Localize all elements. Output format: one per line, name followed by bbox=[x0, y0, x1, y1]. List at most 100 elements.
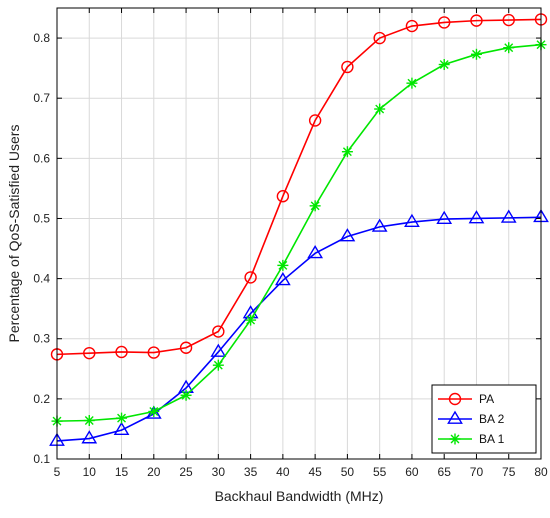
series-ba-1 bbox=[51, 39, 547, 427]
data-point-ba-2 bbox=[500, 209, 517, 223]
star-stroke bbox=[375, 104, 385, 114]
y-tick-label: 0.8 bbox=[33, 31, 50, 45]
star-stroke bbox=[407, 78, 417, 88]
y-axis-label: Percentage of QoS-Satisfied Users bbox=[6, 125, 22, 343]
data-point-pa bbox=[244, 271, 257, 284]
data-point-ba-1 bbox=[438, 59, 450, 71]
star-stroke bbox=[213, 360, 223, 370]
data-point-ba-1 bbox=[277, 259, 289, 271]
y-tick-label: 0.4 bbox=[33, 272, 50, 286]
legend-entry-ba-2: BA 2 bbox=[438, 410, 505, 426]
x-axis-label: Backhaul Bandwidth (MHz) bbox=[215, 488, 384, 504]
star-stroke bbox=[342, 147, 352, 157]
data-point-ba-2 bbox=[339, 228, 356, 242]
star-stroke bbox=[246, 315, 256, 325]
x-tick-label: 50 bbox=[341, 465, 355, 479]
series-line-ba-1 bbox=[56, 43, 542, 422]
star-stroke bbox=[181, 390, 191, 400]
x-tick-label: 10 bbox=[83, 465, 97, 479]
x-tick-label: 45 bbox=[308, 465, 322, 479]
star-stroke bbox=[472, 49, 481, 59]
data-point-pa bbox=[308, 114, 322, 127]
x-tick-label: 80 bbox=[534, 465, 548, 479]
x-tick-label: 70 bbox=[470, 465, 484, 479]
legend-label: PA bbox=[479, 392, 494, 406]
x-tick-label: 35 bbox=[244, 465, 258, 479]
x-tick-label: 60 bbox=[405, 465, 419, 479]
data-point-ba-1 bbox=[503, 42, 515, 54]
x-tick-label: 75 bbox=[502, 465, 516, 479]
x-tick-label: 55 bbox=[373, 465, 387, 479]
data-point-pa bbox=[147, 346, 161, 359]
series-line-ba-2 bbox=[56, 216, 542, 442]
data-point-pa bbox=[502, 13, 515, 27]
x-tick-label: 20 bbox=[147, 465, 161, 479]
data-point-ba-1 bbox=[83, 415, 95, 427]
data-point-pa bbox=[179, 341, 193, 354]
legend-marker bbox=[447, 410, 463, 424]
x-tick-label: 30 bbox=[212, 465, 226, 479]
y-tick-label: 0.5 bbox=[33, 211, 50, 225]
data-point-pa bbox=[438, 16, 451, 29]
data-point-ba-1 bbox=[116, 412, 128, 424]
series-layer bbox=[49, 13, 549, 446]
data-point-ba-1 bbox=[470, 48, 482, 60]
star-stroke bbox=[117, 413, 126, 423]
legend-entry-pa: PA bbox=[438, 392, 494, 406]
data-point-ba-1 bbox=[148, 405, 160, 417]
y-tick-label: 0.7 bbox=[33, 91, 50, 105]
ticks: 5 10 15 20 25 30 35 40 45 50 55 60 65 70 75 80 0.1 0.2 0.3… bbox=[33, 8, 548, 479]
star-stroke bbox=[149, 407, 159, 416]
data-point-ba-2 bbox=[210, 343, 227, 357]
legend-marker bbox=[449, 433, 461, 445]
data-point-pa bbox=[83, 346, 96, 360]
legend-label: BA 2 bbox=[479, 412, 505, 426]
data-point-pa bbox=[341, 60, 354, 74]
data-point-ba-2 bbox=[307, 244, 324, 259]
series-pa bbox=[50, 13, 548, 361]
data-point-pa bbox=[373, 31, 386, 45]
data-point-ba-2 bbox=[404, 213, 420, 227]
data-point-pa bbox=[276, 190, 290, 203]
x-tick-label: 25 bbox=[179, 465, 193, 479]
data-point-pa bbox=[405, 19, 419, 33]
data-point-ba-1 bbox=[406, 77, 418, 89]
star-stroke bbox=[450, 434, 460, 444]
x-tick-label: 65 bbox=[438, 465, 452, 479]
data-point-ba-2 bbox=[81, 430, 98, 444]
x-tick-label: 40 bbox=[276, 465, 290, 479]
star-stroke bbox=[310, 201, 320, 211]
x-tick-label: 15 bbox=[115, 465, 129, 479]
data-point-pa bbox=[470, 14, 483, 27]
data-point-ba-2 bbox=[468, 210, 485, 224]
data-point-ba-2 bbox=[274, 272, 291, 286]
y-tick-label: 0.2 bbox=[33, 392, 50, 406]
data-point-ba-1 bbox=[212, 359, 224, 371]
data-point-ba-1 bbox=[341, 146, 353, 158]
data-point-ba-2 bbox=[113, 421, 130, 436]
y-tick-label: 0.6 bbox=[33, 151, 50, 165]
series-ba-2 bbox=[49, 208, 549, 446]
star-stroke bbox=[278, 260, 288, 270]
data-point-ba-1 bbox=[309, 200, 321, 212]
star-stroke bbox=[84, 416, 94, 425]
legend-label: BA 1 bbox=[479, 432, 505, 446]
legend-entry-ba-1: BA 1 bbox=[438, 432, 505, 446]
star-stroke bbox=[439, 60, 449, 69]
star-stroke bbox=[504, 43, 514, 53]
data-point-ba-1 bbox=[245, 314, 257, 326]
plot-frame bbox=[56, 7, 542, 460]
data-point-pa bbox=[212, 325, 225, 338]
data-point-ba-1 bbox=[180, 389, 192, 401]
data-point-ba-2 bbox=[371, 218, 388, 232]
series-line-pa bbox=[56, 18, 542, 356]
data-point-ba-1 bbox=[374, 103, 386, 115]
y-tick-label: 0.3 bbox=[33, 332, 50, 346]
y-tick-label: 0.1 bbox=[33, 452, 50, 466]
legend-marker bbox=[448, 392, 462, 406]
legend: PA BA 2 BA 1 bbox=[431, 384, 537, 454]
x-tick-label: 5 bbox=[54, 465, 61, 479]
data-point-ba-2 bbox=[436, 210, 453, 224]
data-point-pa bbox=[115, 345, 128, 359]
